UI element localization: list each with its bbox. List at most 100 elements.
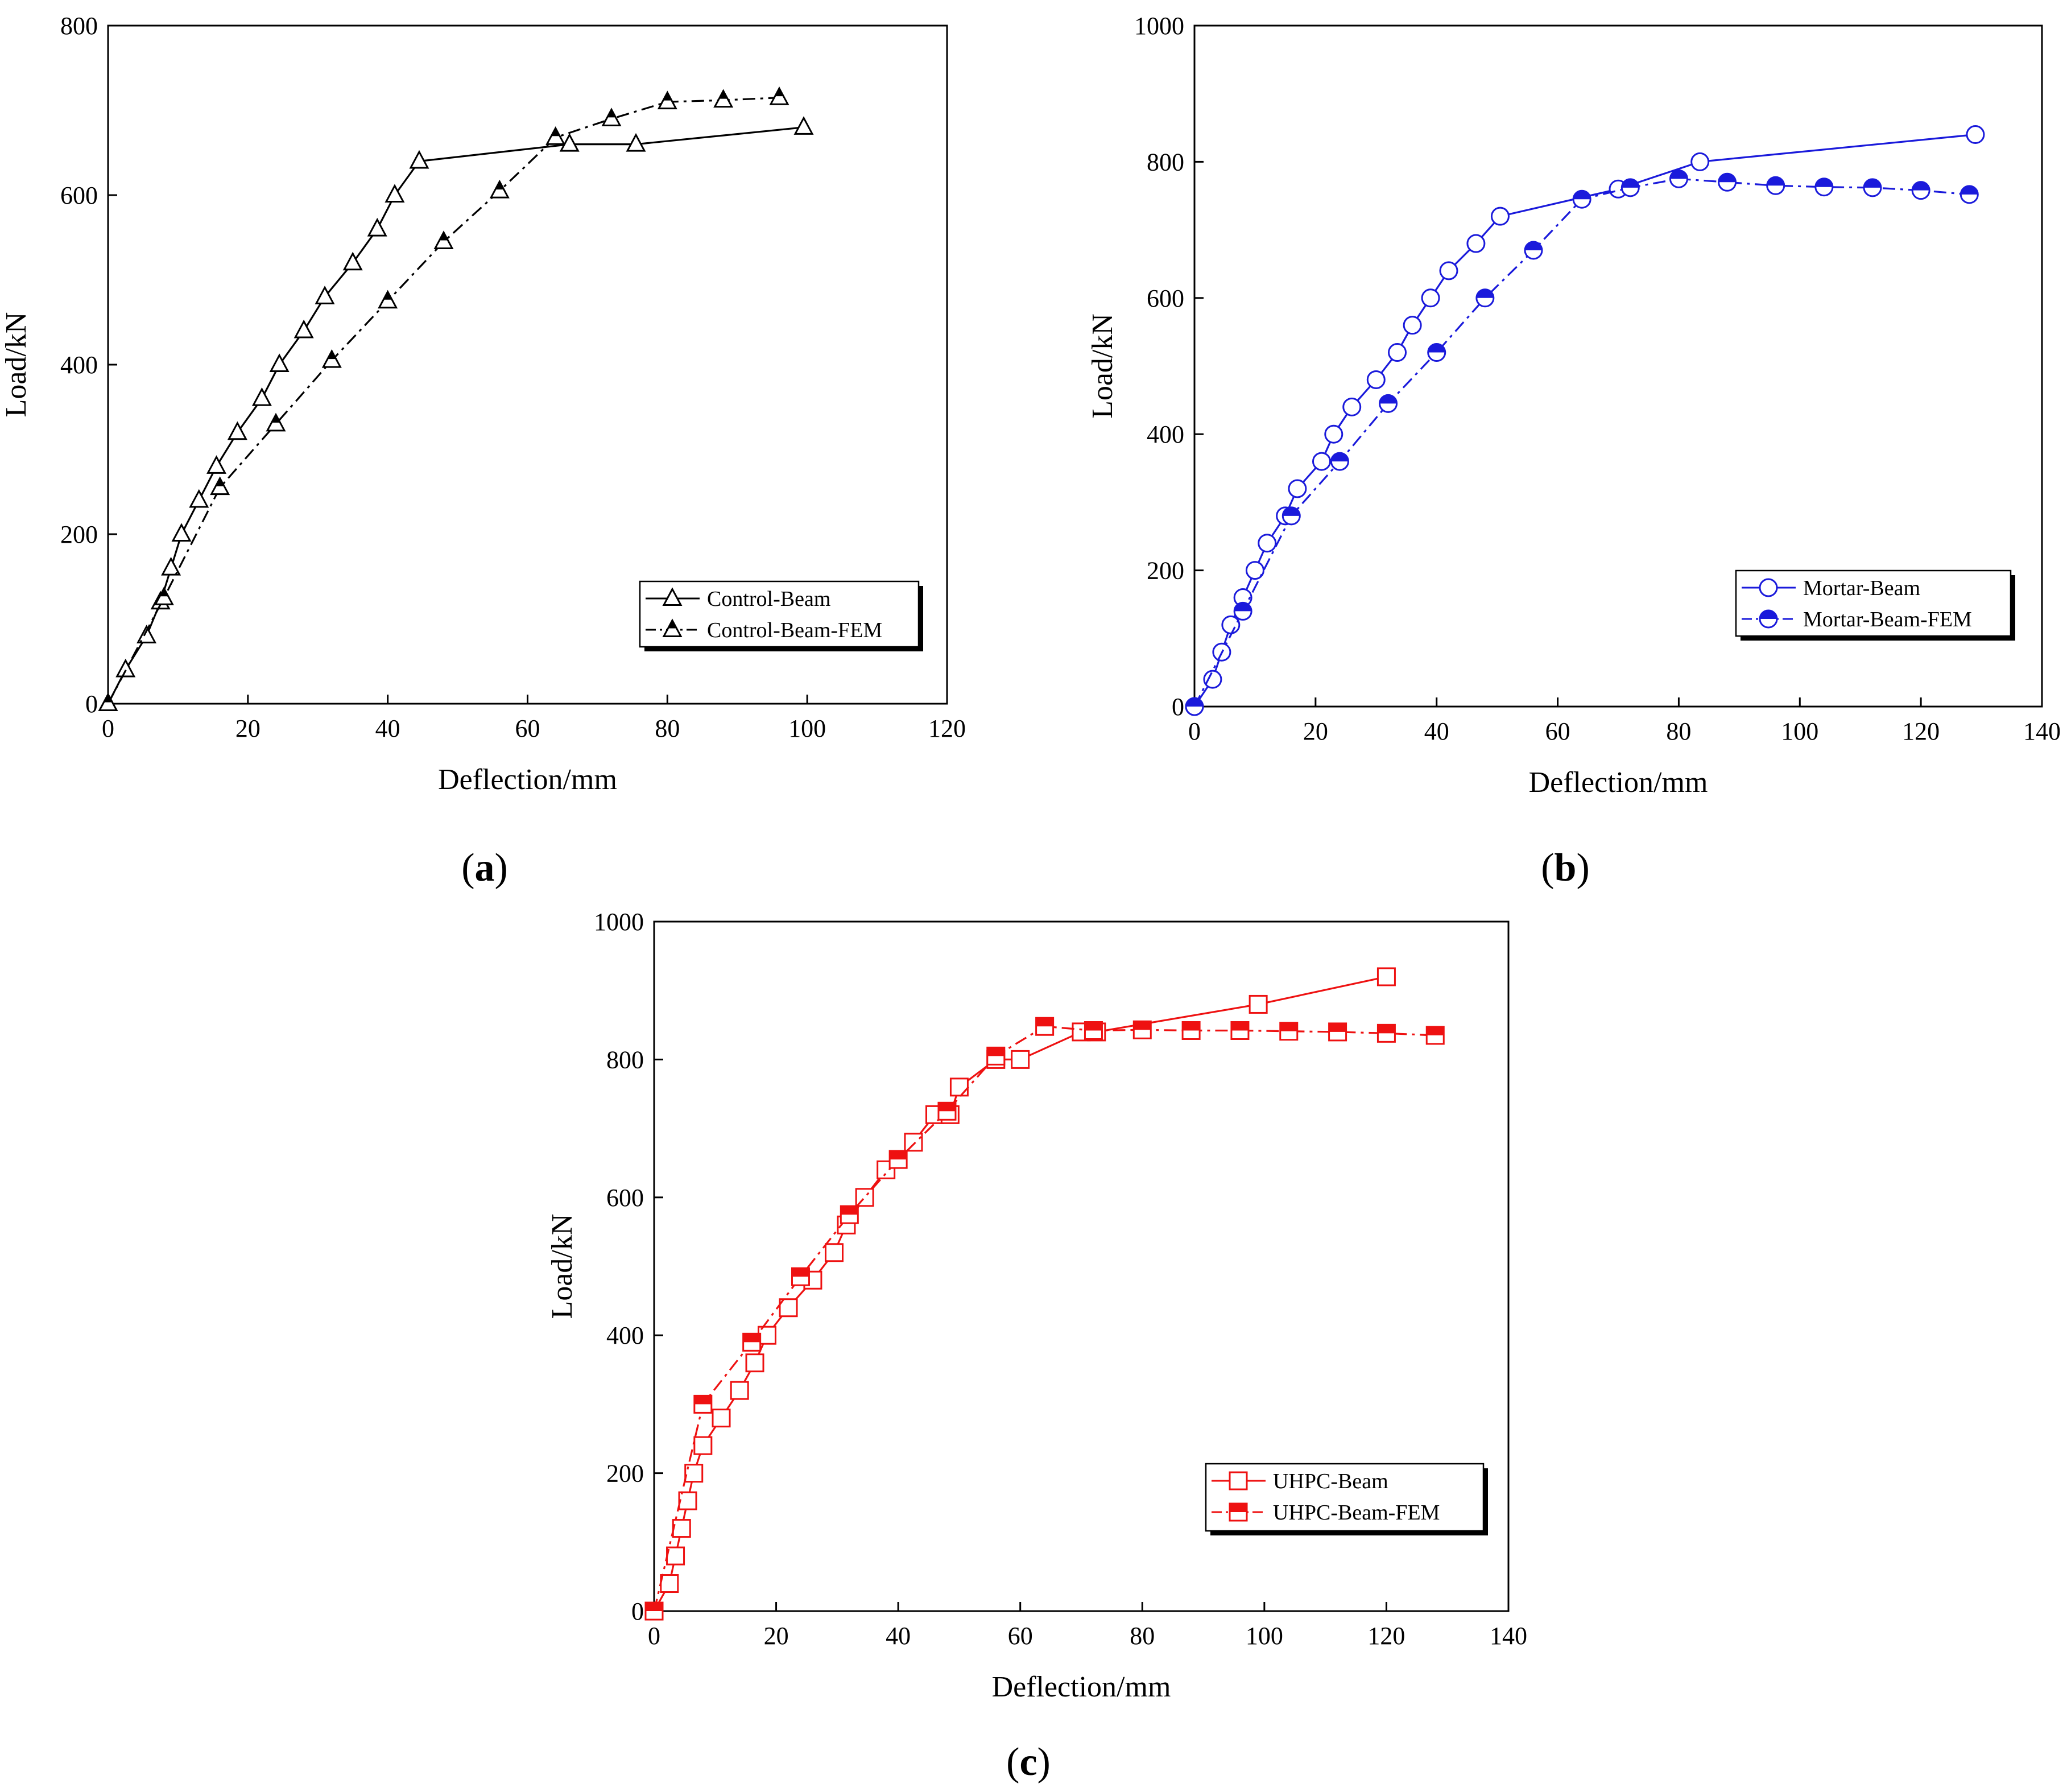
data-point-fill [607, 109, 616, 118]
legend-entry-label: UHPC-Beam-FEM [1273, 1501, 1440, 1525]
data-point [678, 1491, 697, 1510]
data-point [1466, 234, 1486, 253]
data-point [824, 1243, 844, 1262]
data-point [904, 1133, 923, 1152]
data-point-fill [1961, 185, 1978, 195]
legend: UHPC-Beam UHPC-Beam-FEM [1205, 1463, 1488, 1535]
x-tick-label: 0 [648, 1622, 660, 1650]
panel-label-letter: c [1019, 1740, 1037, 1784]
y-tick-label: 1000 [1134, 12, 1184, 40]
x-axis-title: Deflection/mm [438, 763, 617, 796]
x-tick-label: 80 [1666, 717, 1691, 745]
x-tick-label: 60 [515, 715, 540, 742]
panel-label: (c) [1006, 1740, 1051, 1784]
data-point-fill [327, 351, 336, 360]
data-point [293, 319, 314, 338]
data-point-fill [719, 90, 728, 99]
y-tick-label: 800 [606, 1046, 644, 1073]
y-tick-label: 600 [60, 181, 98, 209]
data-point [367, 217, 387, 237]
x-axis-title: Deflection/mm [992, 1671, 1171, 1703]
data-point-fill [383, 291, 392, 300]
y-tick-label: 0 [1172, 693, 1184, 721]
x-tick-label: 120 [928, 715, 966, 742]
y-tick-label: 800 [60, 12, 98, 40]
data-point-fill [743, 1333, 760, 1343]
legend-box [1205, 1463, 1485, 1532]
x-tick-label: 80 [655, 715, 680, 742]
legend: Control-Beam Control-Beam-FEM [639, 580, 923, 651]
data-point-fill [216, 478, 225, 486]
x-tick-label: 40 [375, 715, 400, 742]
data-point-fill [159, 588, 168, 597]
data-point-fill [646, 1603, 663, 1611]
legend-marker [662, 587, 683, 606]
data-point [672, 1519, 691, 1538]
data-point [1249, 994, 1268, 1014]
data-point [137, 625, 157, 643]
data-point-fill [1864, 179, 1881, 188]
plot-frame [1193, 24, 2043, 708]
x-tick-label: 40 [886, 1622, 911, 1650]
y-axis-title: Load/kN [1086, 313, 1119, 419]
y-tick-label: 600 [1147, 284, 1184, 312]
data-point [1439, 261, 1458, 280]
data-point [1366, 370, 1386, 389]
data-point-fill [551, 128, 560, 137]
x-tick-label: 20 [764, 1622, 789, 1650]
y-tick-label: 200 [606, 1460, 644, 1488]
legend-entry-label: Mortar-Beam-FEM [1803, 608, 1972, 631]
data-point-fill [1815, 178, 1833, 187]
data-point-fill [1428, 344, 1445, 353]
x-tick-label: 0 [102, 715, 114, 742]
data-point [949, 1077, 969, 1097]
legend-entry-label: Control-Beam [707, 587, 830, 611]
x-tick-label: 80 [1130, 1622, 1155, 1650]
data-point [693, 1436, 713, 1455]
data-point [1342, 397, 1362, 416]
data-point-fill [1573, 191, 1591, 200]
data-point-fill [1231, 1022, 1249, 1031]
data-point-fill [1134, 1021, 1151, 1030]
data-point [1403, 316, 1422, 335]
legend-entry-label: Control-Beam-FEM [707, 618, 882, 642]
y-tick-label: 0 [85, 690, 98, 718]
data-point-fill [271, 414, 280, 423]
x-tick-label: 100 [1781, 717, 1818, 745]
data-point [1288, 479, 1307, 498]
y-tick-label: 600 [606, 1184, 644, 1212]
x-axis-title: Deflection/mm [1529, 766, 1708, 799]
y-axis-title: Load/kN [546, 1214, 578, 1319]
y-tick-label: 800 [1147, 148, 1184, 176]
x-tick-label: 60 [1545, 717, 1570, 745]
legend-marker-fill [1230, 1504, 1247, 1512]
x-tick-label: 140 [1490, 1622, 1527, 1650]
data-point [712, 1409, 731, 1428]
data-point-fill [495, 181, 504, 190]
data-point-fill [792, 1268, 809, 1277]
legend-entry-label: UHPC-Beam [1273, 1469, 1388, 1493]
legend-box [639, 580, 920, 648]
data-point-fill [890, 1151, 907, 1160]
data-point-fill [1476, 289, 1494, 298]
x-tick-label: 100 [788, 715, 826, 742]
data-point-fill [1183, 1022, 1200, 1031]
data-point-fill [841, 1206, 858, 1215]
legend-marker [1759, 578, 1778, 597]
data-point [1221, 615, 1241, 634]
y-tick-label: 400 [606, 1322, 644, 1349]
data-point [1966, 125, 1985, 144]
data-point-fill [1912, 181, 1930, 191]
y-axis-title: Load/kN [0, 312, 32, 418]
y-tick-label: 400 [1147, 420, 1184, 448]
data-point-fill [1331, 453, 1349, 462]
data-point [1421, 288, 1440, 308]
series-uhpc-beam-fem [644, 1017, 1445, 1621]
data-point-fill [663, 92, 672, 101]
data-point [171, 523, 192, 542]
data-point-fill [1378, 1025, 1395, 1034]
data-point-fill [1280, 1022, 1297, 1031]
data-point [409, 150, 429, 169]
data-point [793, 116, 814, 135]
